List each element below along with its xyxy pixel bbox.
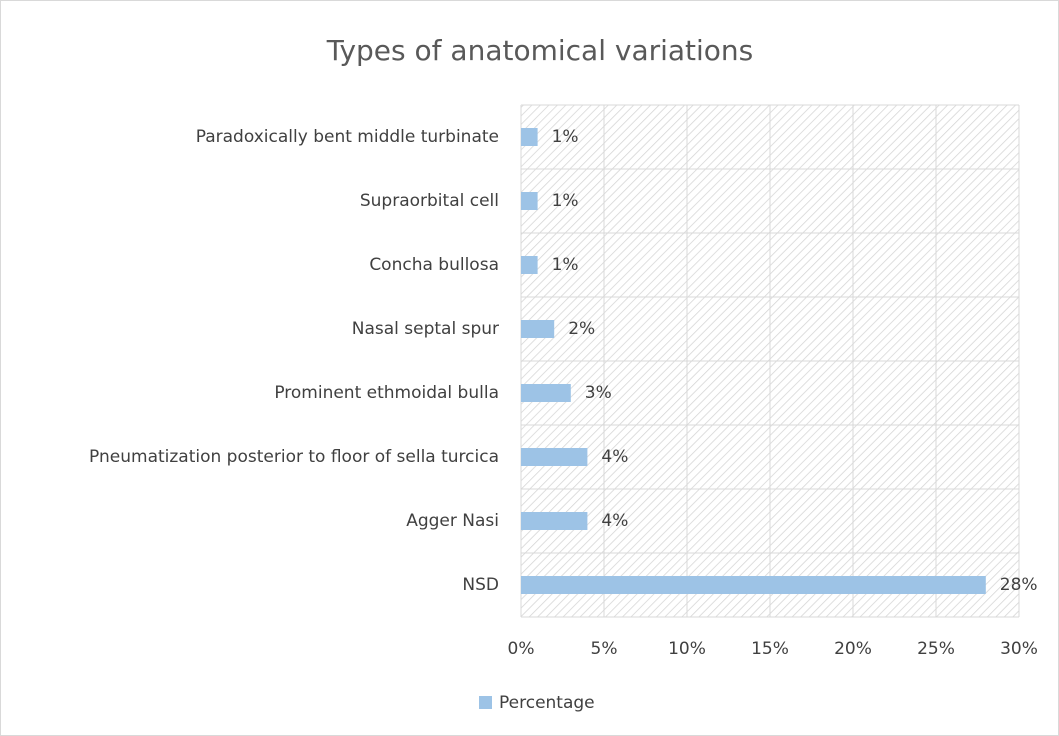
- data-label: 1%: [552, 191, 579, 211]
- x-tick-label: 25%: [917, 639, 955, 659]
- x-tick-label: 15%: [751, 639, 789, 659]
- data-label: 4%: [601, 511, 628, 531]
- y-tick-label: Prominent ethmoidal bulla: [274, 383, 499, 403]
- legend-swatch: [479, 696, 492, 709]
- y-tick-label: Paradoxically bent middle turbinate: [196, 127, 499, 147]
- data-label: 4%: [601, 447, 628, 467]
- data-label: 2%: [568, 319, 595, 339]
- legend-label: Percentage: [499, 693, 595, 713]
- data-label: 3%: [585, 383, 612, 403]
- bar: [521, 576, 986, 594]
- x-tick-label: 5%: [591, 639, 618, 659]
- bar: [521, 192, 538, 210]
- bar: [521, 512, 588, 530]
- data-label: 28%: [1000, 575, 1038, 595]
- y-tick-label: NSD: [462, 575, 499, 595]
- x-tick-label: 0%: [508, 639, 535, 659]
- bar: [521, 384, 571, 402]
- y-tick-label: Agger Nasi: [406, 511, 499, 531]
- x-tick-label: 30%: [1000, 639, 1038, 659]
- bar: [521, 448, 588, 466]
- y-tick-label: Supraorbital cell: [360, 191, 499, 211]
- y-tick-label: Nasal septal spur: [352, 319, 499, 339]
- y-tick-label: Concha bullosa: [369, 255, 499, 275]
- bar: [521, 128, 538, 146]
- y-tick-label: Pneumatization posterior to floor of sel…: [89, 447, 499, 467]
- data-label: 1%: [552, 127, 579, 147]
- bar: [521, 256, 538, 274]
- data-label: 1%: [552, 255, 579, 275]
- bar: [521, 320, 555, 338]
- x-tick-label: 20%: [834, 639, 872, 659]
- chart-title: Types of anatomical variations: [326, 34, 754, 67]
- x-tick-label: 10%: [668, 639, 706, 659]
